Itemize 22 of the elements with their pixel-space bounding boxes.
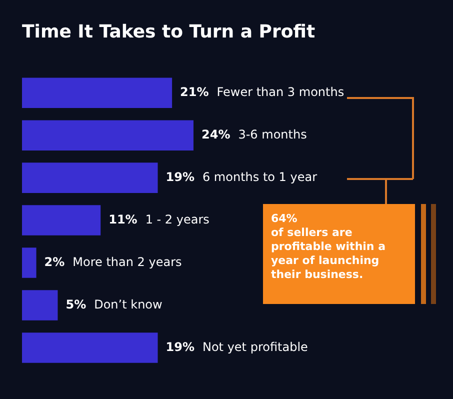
data-label: 19%: [166, 170, 194, 184]
y-tick-label: 3-6 months: [238, 127, 307, 142]
data-label: 19%: [166, 340, 194, 354]
data-label: 11%: [108, 212, 138, 226]
y-tick-label: More than 2 years: [72, 254, 182, 269]
y-tick-label: Don’t know: [94, 297, 163, 312]
data-label: 2%: [44, 254, 65, 269]
bar: [22, 332, 158, 363]
y-tick-label: Not yet profitable: [202, 340, 308, 354]
bar: [22, 120, 194, 150]
data-label: 21%: [180, 84, 209, 99]
data-label: 5%: [66, 297, 86, 312]
bar: [22, 248, 36, 278]
y-tick-label: Fewer than 3 months: [216, 84, 344, 99]
bar: [22, 205, 101, 236]
data-label: 24%: [201, 127, 230, 142]
bar: [22, 78, 172, 108]
y-tick-label: 6 months to 1 year: [202, 170, 318, 184]
y-tick-label: 1 - 2 years: [145, 212, 210, 226]
chart-title: Time It Takes to Turn a Profit: [22, 21, 316, 42]
bar: [22, 162, 158, 193]
bar: [22, 290, 58, 320]
